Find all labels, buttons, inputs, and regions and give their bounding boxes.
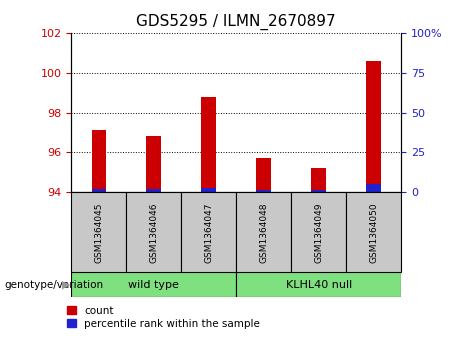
Text: GSM1364050: GSM1364050	[369, 202, 378, 263]
Bar	[181, 192, 236, 272]
Bar	[236, 192, 291, 272]
Bar	[346, 192, 401, 272]
Bar	[236, 272, 401, 297]
Title: GDS5295 / ILMN_2670897: GDS5295 / ILMN_2670897	[136, 14, 336, 30]
Bar	[256, 159, 271, 192]
Bar	[201, 97, 216, 192]
Bar	[71, 272, 236, 297]
Text: GSM1364048: GSM1364048	[259, 202, 268, 262]
Bar	[311, 168, 326, 192]
Bar	[91, 189, 106, 192]
Text: GSM1364049: GSM1364049	[314, 202, 323, 262]
Text: wild type: wild type	[129, 280, 179, 290]
Bar	[291, 192, 346, 272]
Bar	[71, 192, 126, 272]
Bar	[366, 61, 381, 192]
Bar	[147, 189, 161, 192]
Text: KLHL40 null: KLHL40 null	[285, 280, 352, 290]
Bar	[91, 131, 106, 192]
Bar	[147, 136, 161, 192]
Bar	[256, 190, 271, 192]
Bar	[366, 184, 381, 192]
Bar	[201, 188, 216, 192]
Bar	[311, 190, 326, 192]
Text: ▶: ▶	[62, 280, 71, 290]
Bar	[126, 192, 181, 272]
Text: genotype/variation: genotype/variation	[5, 280, 104, 290]
Text: GSM1364045: GSM1364045	[95, 202, 103, 262]
Legend: count, percentile rank within the sample: count, percentile rank within the sample	[67, 306, 260, 329]
Text: GSM1364046: GSM1364046	[149, 202, 159, 262]
Text: GSM1364047: GSM1364047	[204, 202, 213, 262]
